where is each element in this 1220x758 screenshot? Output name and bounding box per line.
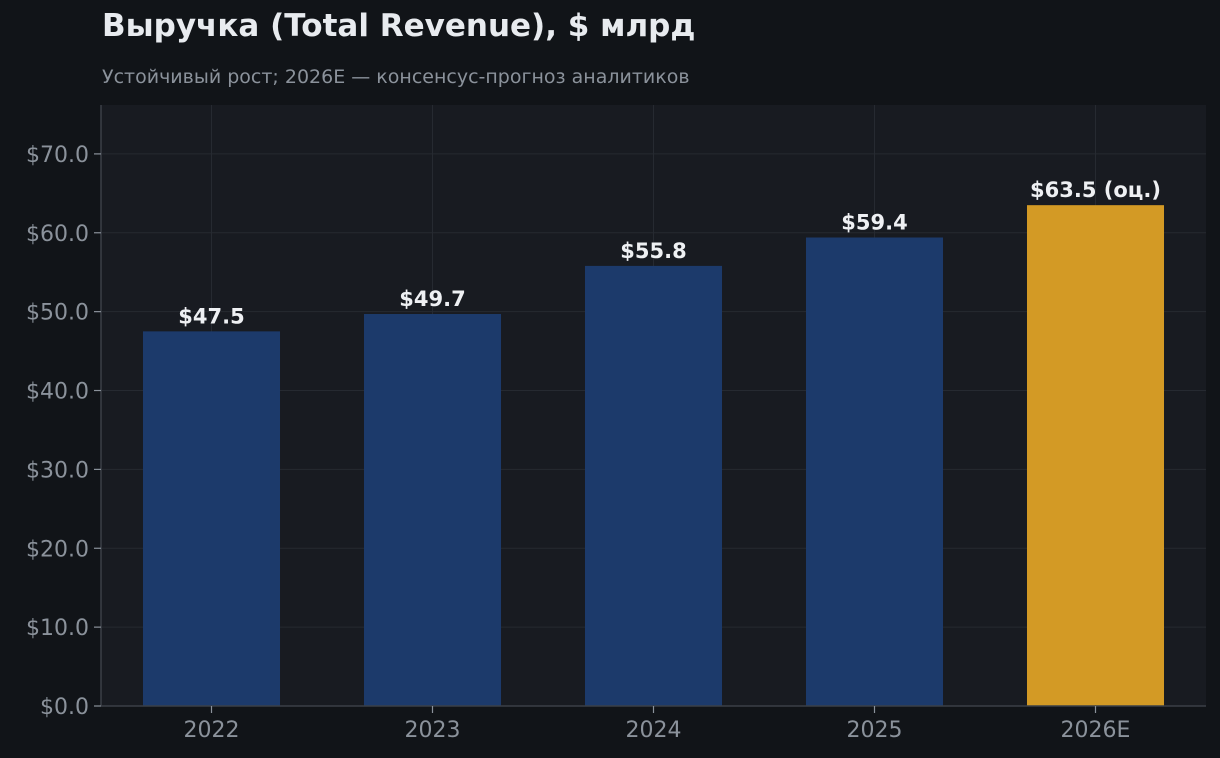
chart-subtitle: Устойчивый рост; 2026E — консенсус-прогн…: [102, 66, 690, 88]
y-tick-label: $50.0: [26, 301, 89, 326]
y-tick-label: $40.0: [26, 380, 89, 405]
bar-2022: [142, 331, 281, 706]
x-tick-label: 2023: [405, 718, 461, 743]
bar-2023: [363, 314, 502, 706]
x-tick-label: 2025: [847, 718, 903, 743]
x-tick-label: 2022: [184, 718, 240, 743]
y-tick-label: $20.0: [26, 537, 89, 562]
y-tick-label: $0.0: [40, 695, 89, 720]
data-label: $59.4: [841, 211, 907, 235]
bar-2024: [584, 265, 723, 706]
axes: [94, 105, 1206, 713]
x-tick-label: 2024: [626, 718, 682, 743]
data-label: $49.7: [399, 287, 465, 311]
data-label: $47.5: [178, 304, 244, 328]
bar-2025: [805, 237, 944, 706]
y-tick-label: $70.0: [26, 143, 89, 168]
data-label: $55.8: [620, 239, 686, 263]
x-tick-label: 2026E: [1061, 718, 1131, 743]
y-tick-label: $60.0: [26, 222, 89, 247]
data-label: $63.5 (оц.): [1030, 178, 1161, 202]
y-tick-label: $10.0: [26, 616, 89, 641]
bar-2026e: [1026, 205, 1165, 706]
labels: $47.5 $49.7 $55.8 $59.4 $63.5 (оц.) $0.0 $10.0…: [26, 143, 1161, 743]
y-tick-label: $30.0: [26, 458, 89, 483]
chart-title: Выручка (Total Revenue), $ млрд: [102, 8, 696, 44]
bars: [142, 205, 1165, 706]
